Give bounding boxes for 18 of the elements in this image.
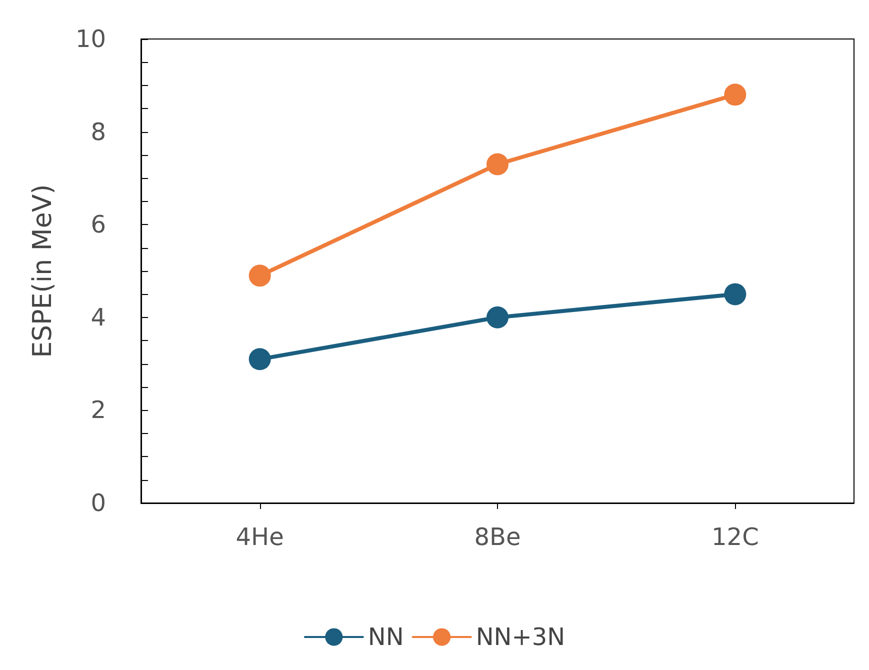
y-tick-label: 6 [90, 210, 106, 239]
y-tick-label: 10 [75, 25, 106, 53]
point [248, 264, 271, 287]
point [724, 84, 746, 106]
point [248, 348, 271, 370]
legend-label: NN+3N [476, 623, 566, 651]
y-tick-label: 8 [90, 118, 106, 146]
y-tick-label: 2 [90, 396, 106, 424]
point [486, 153, 508, 176]
y-axis-title: ESPE(in MeV) [28, 184, 58, 358]
y-tick-label: 4 [90, 303, 106, 332]
y-tick-label: 0 [90, 489, 106, 517]
x-tick-label: 4He [236, 523, 284, 551]
legend-label: NN [368, 623, 404, 651]
point [724, 283, 746, 306]
x-tick-label: 8Be [474, 523, 521, 551]
x-tick-label: 12C [712, 523, 759, 551]
point [486, 306, 508, 328]
